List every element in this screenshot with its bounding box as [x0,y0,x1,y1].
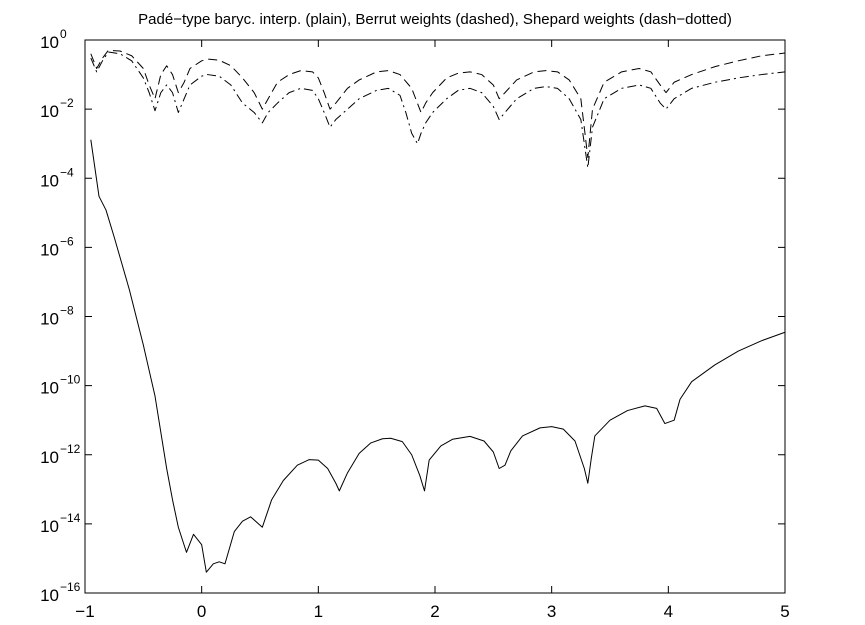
y-tick-label-exponent: −12 [60,442,81,456]
chart-title: Padé−type baryc. interp. (plain), Berrut… [138,11,732,28]
y-tick-label-exponent: −14 [60,511,81,525]
series-lines [90,49,786,573]
plot-frame [84,39,786,594]
x-tick-label: 2 [430,602,439,621]
y-tick-label-exponent: −4 [60,165,74,179]
y-tick-label: 10 [40,33,59,52]
y-tick-label: 10 [40,586,59,605]
x-tick-label: −1 [75,602,94,621]
y-tick-label: 10 [40,171,59,190]
y-tick-label-exponent: −10 [60,373,81,387]
y-tick-label-exponent: −16 [60,580,81,594]
y-tick-label: 10 [40,379,59,398]
y-tick-label: 10 [40,448,59,467]
series-line-dashed [90,49,786,158]
x-tick-label: 3 [547,602,556,621]
y-tick-label-exponent: 0 [60,27,67,41]
y-tick-label-exponent: −6 [60,234,74,248]
series-line-solid [90,139,786,573]
y-tick-label: 10 [40,310,59,329]
tick-marks [84,39,786,594]
x-tick-label: 1 [314,602,323,621]
x-tick-label: 5 [780,602,789,621]
y-tick-label: 10 [40,102,59,121]
y-tick-label: 10 [40,240,59,259]
y-tick-label-exponent: −2 [60,96,74,110]
x-tick-label: 4 [664,602,673,621]
series-line-dashdot [90,51,786,169]
y-tick-label-exponent: −8 [60,304,74,318]
x-tick-label: 0 [197,602,206,621]
y-tick-label: 10 [40,517,59,536]
